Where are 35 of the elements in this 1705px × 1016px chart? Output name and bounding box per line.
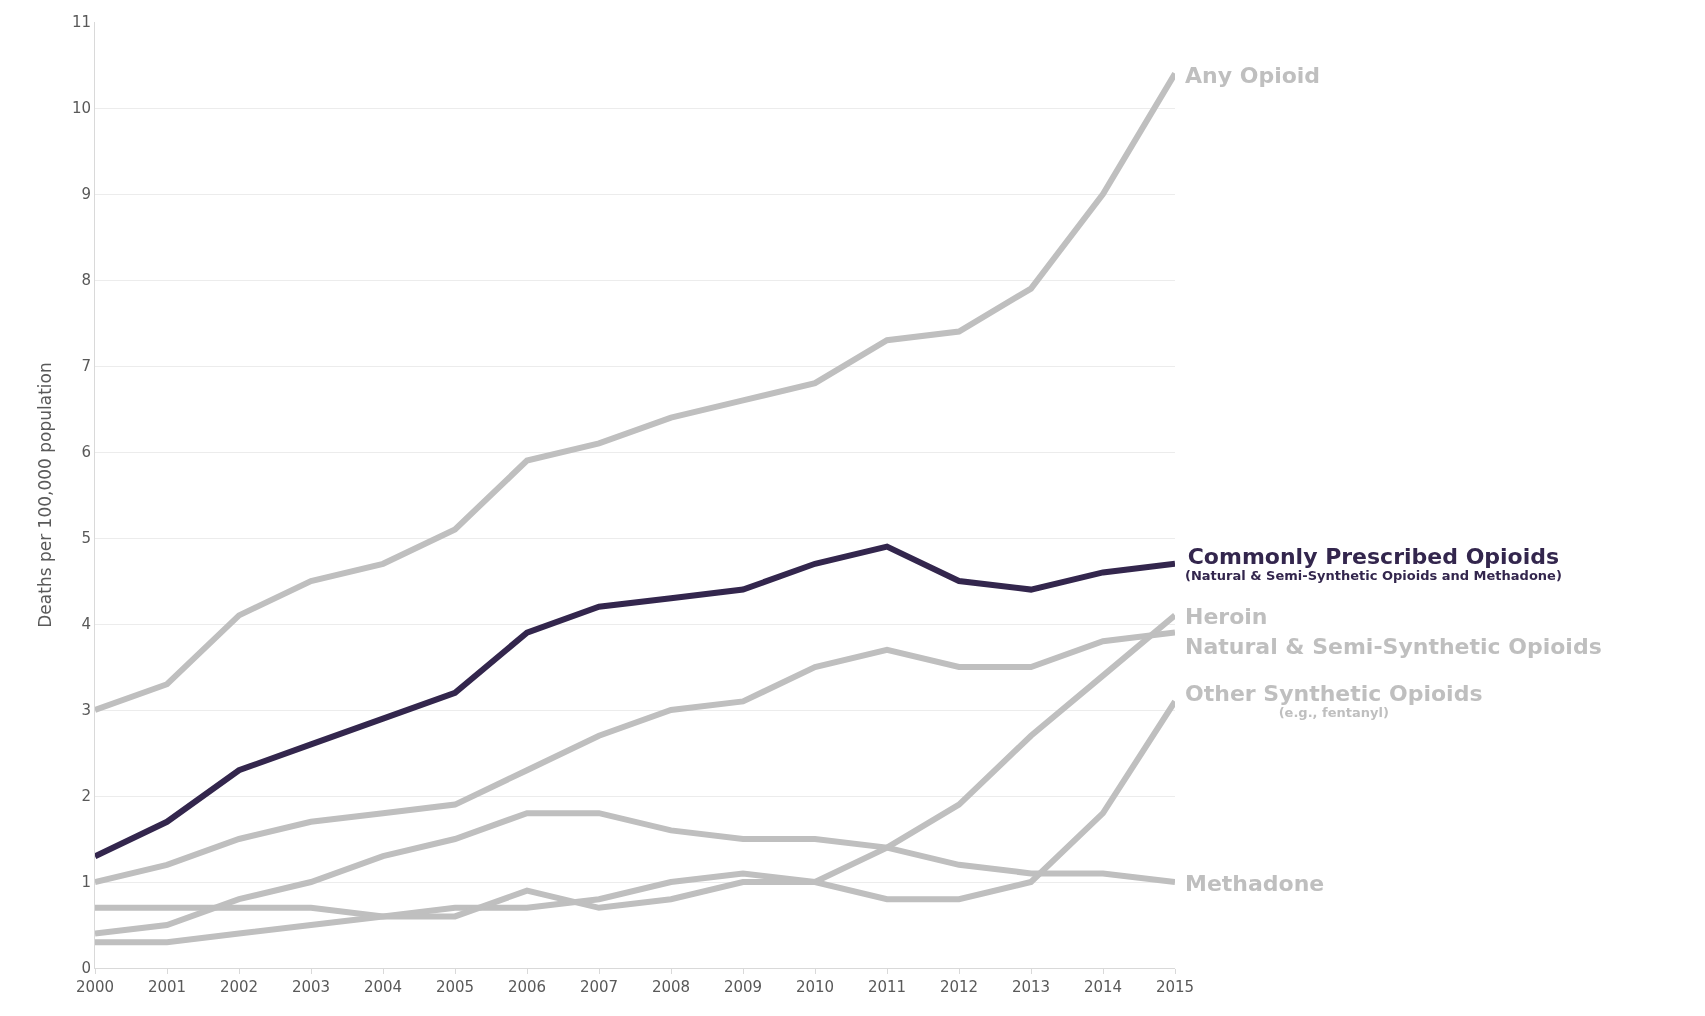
x-tick-label: 2006 [507,978,547,996]
y-axis-title: Deaths per 100,000 population [35,362,56,628]
y-tick-label: 6 [81,443,91,462]
x-tick-label: 2011 [867,978,907,996]
y-tick-label: 0 [81,959,91,978]
x-tick-label: 2005 [435,978,475,996]
x-tick-label: 2004 [363,978,403,996]
series-label: Heroin [1185,604,1268,629]
x-tick-label: 2009 [723,978,763,996]
x-tick-label: 2013 [1011,978,1051,996]
series-label: Commonly Prescribed Opioids (Natural & Semi-Synthetic Opioids and Methadone) [1185,544,1562,583]
y-tick-label: 7 [81,357,91,376]
x-tick-label: 2008 [651,978,691,996]
x-tick-label: 2001 [147,978,187,996]
x-tick-label: 2000 [75,978,115,996]
y-tick-label: 4 [81,615,91,634]
y-tick-label: 1 [81,873,91,892]
x-tick-label: 2015 [1155,978,1195,996]
series-label: Any Opioid [1185,63,1321,88]
y-tick-label: 10 [71,99,91,118]
y-tick-label: 2 [81,787,91,806]
y-tick-label: 3 [81,701,91,720]
x-tick-label: 2012 [939,978,979,996]
y-tick-label: 9 [81,185,91,204]
y-tick-label: 5 [81,529,91,548]
y-tick-label: 11 [71,13,91,32]
series-label: Natural & Semi-Synthetic Opioids [1185,634,1602,659]
x-tick-label: 2007 [579,978,619,996]
x-tick-label: 2002 [219,978,259,996]
x-tick-label: 2014 [1083,978,1123,996]
y-tick-label: 8 [81,271,91,290]
x-tick-label: 2003 [291,978,331,996]
series-label: Methadone [1185,871,1325,896]
series-label: Other Synthetic Opioids (e.g., fentanyl) [1185,681,1483,720]
x-tick-label: 2010 [795,978,835,996]
